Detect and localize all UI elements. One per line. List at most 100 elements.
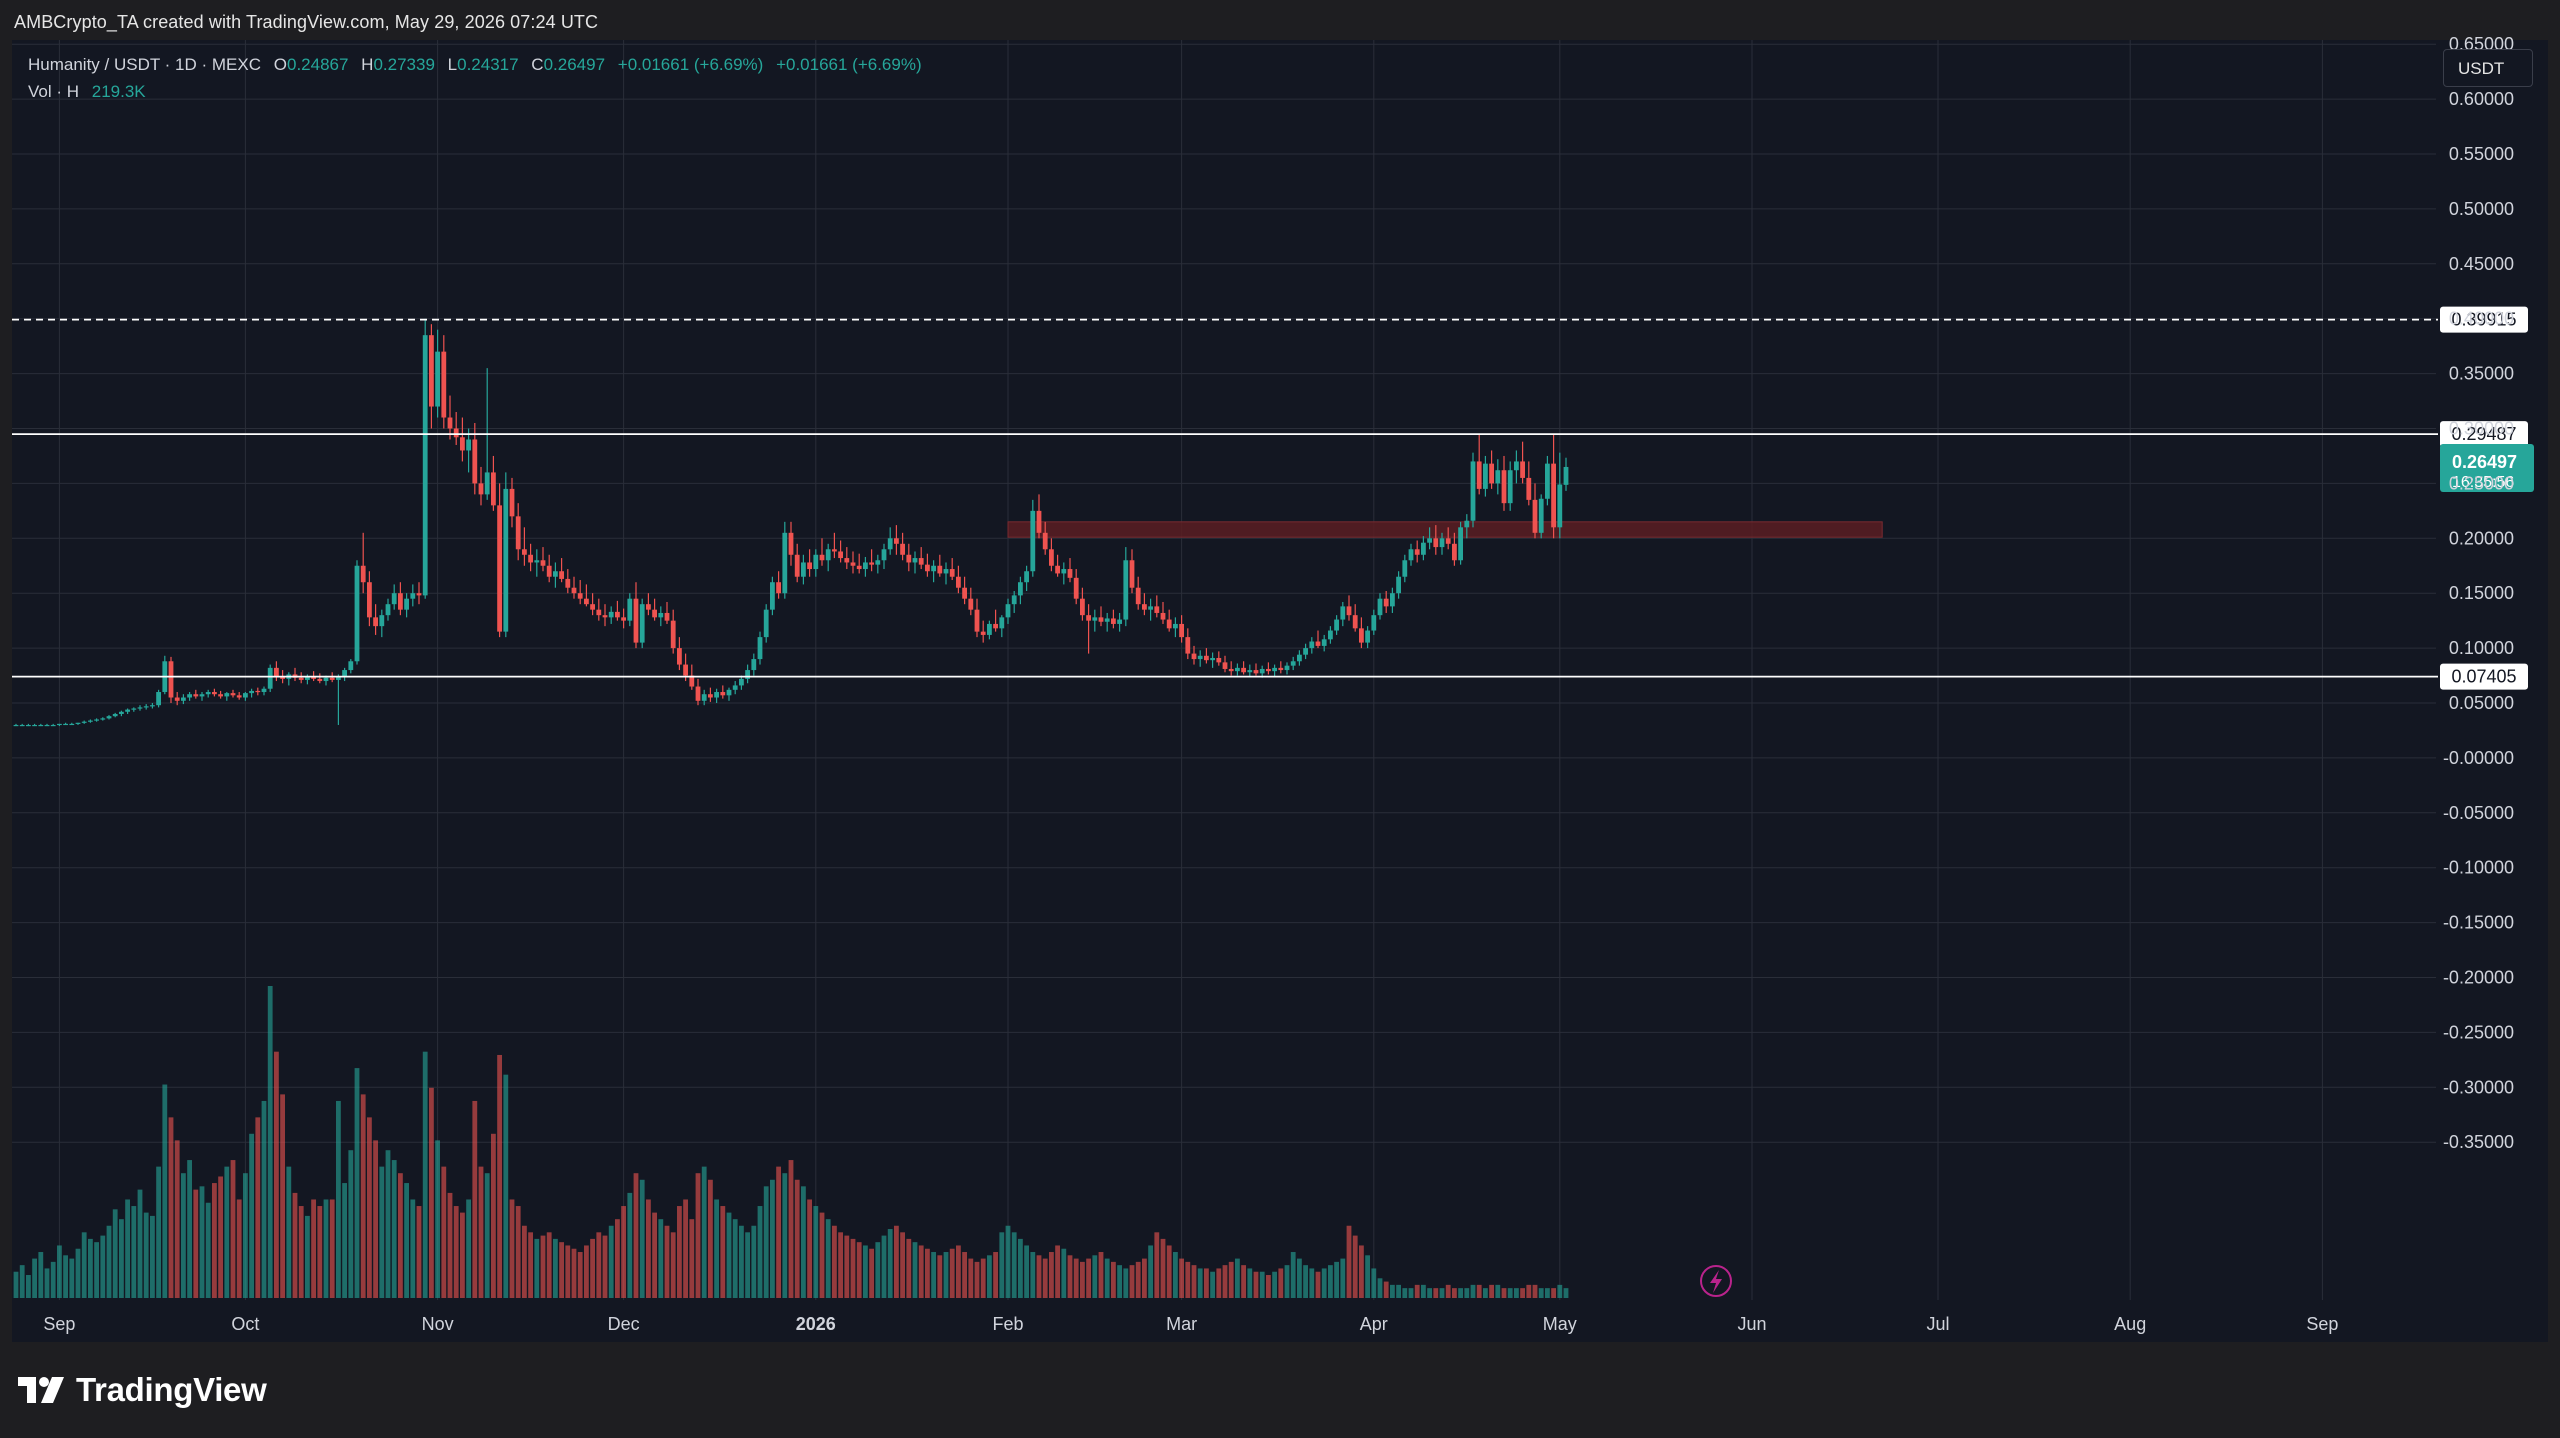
candle-body [1036, 510, 1042, 533]
candle-body [137, 707, 143, 709]
volume-bar [1532, 1284, 1538, 1298]
volume-bar [1185, 1261, 1191, 1298]
volume-bar [274, 1051, 279, 1298]
volume-bar [1036, 1255, 1042, 1298]
candle-body [987, 623, 992, 635]
y-tick-label: 0.45000 [2449, 254, 2514, 274]
volume-bar [286, 1166, 292, 1298]
candle-body [497, 505, 502, 632]
candle-body [1092, 617, 1098, 621]
volume-bar [1191, 1265, 1197, 1298]
logo-text: TradingView [76, 1371, 267, 1408]
last-price-label: 0.26497 [2452, 452, 2517, 472]
volume-bar [1452, 1288, 1457, 1298]
volume-bar [571, 1248, 577, 1298]
candle-body [1309, 641, 1315, 649]
volume-bar [943, 1252, 949, 1298]
candle-body [739, 678, 744, 686]
currency-button[interactable]: USDT [2443, 49, 2533, 87]
volume-bar [1371, 1268, 1377, 1298]
volume-bar [218, 1176, 223, 1298]
volume-bar [398, 1173, 403, 1298]
candle-body [317, 678, 323, 682]
candle-body [553, 571, 558, 577]
candle-body [230, 693, 236, 696]
candle-body [187, 694, 192, 698]
volume-bar [13, 1271, 19, 1298]
candle-body [379, 615, 385, 627]
volume-bar [1092, 1255, 1098, 1298]
candle-body [664, 612, 670, 621]
volume-bar [1024, 1245, 1029, 1298]
candle-body [1067, 569, 1073, 578]
candle-body [1142, 604, 1147, 610]
candlesticks [13, 318, 1569, 727]
volume-bar [1111, 1261, 1116, 1298]
volume-bar [1390, 1284, 1395, 1298]
x-tick-label: Sep [43, 1314, 75, 1334]
volume-bar [1433, 1288, 1439, 1298]
volume-bar [869, 1248, 874, 1298]
volume-bar [584, 1245, 589, 1298]
candle-body [354, 565, 360, 662]
candle-body [1328, 630, 1333, 640]
candle-body [81, 721, 87, 723]
candle-body [19, 724, 25, 727]
volume-bar [1551, 1288, 1556, 1298]
volume-bar [900, 1232, 905, 1298]
volume-bar [949, 1248, 955, 1298]
volume-bar [596, 1232, 602, 1298]
volume-bar [230, 1160, 236, 1298]
y-tick-label: -0.00000 [2443, 748, 2514, 768]
volume-bar [181, 1173, 186, 1298]
candle-body [608, 611, 614, 618]
symbol-label[interactable]: Humanity / USDT · 1D · MEXC [28, 55, 262, 74]
volume-bar [137, 1189, 143, 1298]
candle-body [32, 724, 37, 727]
candle-body [658, 612, 664, 618]
candle-body [50, 724, 56, 727]
volume-bar [1284, 1265, 1290, 1298]
volume-bar [323, 1199, 329, 1298]
candle-body [1204, 655, 1209, 661]
legend-line: Humanity / USDT · 1D · MEXC O0.24867 H0.… [28, 55, 922, 75]
candle-body [571, 587, 577, 594]
zone-rect [1007, 521, 1883, 538]
candle-body [1266, 668, 1271, 672]
candle-body [652, 609, 657, 618]
volume-bar [863, 1245, 868, 1298]
x-tick-label: Mar [1166, 1314, 1197, 1334]
volume-bar [404, 1183, 409, 1298]
volume-bar [441, 1166, 447, 1298]
lightning-icon[interactable] [1700, 1265, 1732, 1297]
candle-body [174, 697, 180, 701]
candle-body [1359, 628, 1364, 643]
volume-bar [1042, 1258, 1048, 1298]
volume-label[interactable]: Vol · H [28, 82, 80, 101]
high-label: H [361, 55, 374, 74]
candle-body [801, 562, 806, 577]
volume-bar [664, 1225, 670, 1298]
candle-body [782, 532, 788, 594]
volume-bar [1439, 1288, 1445, 1298]
volume-bar [708, 1179, 713, 1298]
volume-bar [794, 1179, 800, 1298]
volume-bar [1365, 1255, 1370, 1298]
candle-body [360, 565, 366, 583]
volume-bar [509, 1199, 515, 1298]
x-tick-label: Apr [1360, 1314, 1388, 1334]
candle-body [342, 670, 347, 677]
volume-bar [627, 1192, 633, 1298]
candle-body [1557, 484, 1563, 528]
candle-body [838, 551, 843, 559]
volume-bar [1210, 1271, 1215, 1298]
candle-body [1551, 463, 1556, 528]
volume-bar [1104, 1258, 1110, 1298]
time-axis: Sep Oct Nov Dec 2026 Feb Mar Apr May Jun Jul Aug Sep [43, 1314, 2338, 1334]
volume-bar [1445, 1284, 1451, 1298]
volume-bar [1526, 1284, 1532, 1298]
tradingview-logo[interactable]: TradingView [16, 1370, 267, 1410]
candle-body [1414, 549, 1420, 555]
candle-body [311, 676, 316, 679]
